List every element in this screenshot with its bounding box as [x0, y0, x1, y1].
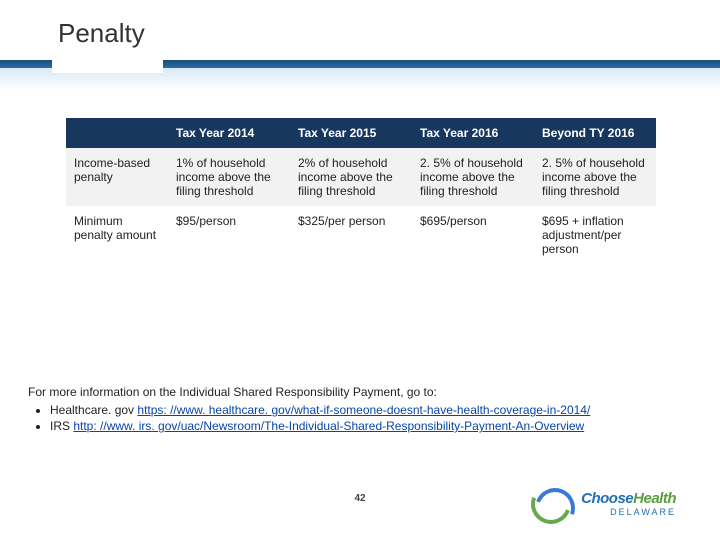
choosehealth-logo: ChooseHealth DELAWARE — [531, 486, 676, 522]
cell: $695/person — [412, 206, 534, 264]
col-header: Tax Year 2014 — [168, 118, 290, 148]
page-title: Penalty — [52, 18, 163, 73]
logo-sub-text: DELAWARE — [581, 508, 676, 517]
cell: 2% of household income above the filing … — [290, 148, 412, 206]
footnote-prefix: IRS — [50, 419, 73, 433]
footnote-item: Healthcare. gov https: //www. healthcare… — [50, 402, 692, 418]
row-label: Income-based penalty — [66, 148, 168, 206]
footnote-item: IRS http: //www. irs. gov/uac/Newsroom/T… — [50, 418, 692, 434]
row-label: Minimum penalty amount — [66, 206, 168, 264]
cell: $695 + inflation adjustment/per person — [534, 206, 656, 264]
footnote: For more information on the Individual S… — [28, 384, 692, 435]
penalty-table: Tax Year 2014 Tax Year 2015 Tax Year 201… — [66, 118, 656, 264]
cell: 2. 5% of household income above the fili… — [412, 148, 534, 206]
footnote-prefix: Healthcare. gov — [50, 403, 137, 417]
table-row: Income-based penalty 1% of household inc… — [66, 148, 656, 206]
footnote-link[interactable]: https: //www. healthcare. gov/what-if-so… — [137, 403, 590, 417]
cell: $325/per person — [290, 206, 412, 264]
col-header: Tax Year 2015 — [290, 118, 412, 148]
col-header: Beyond TY 2016 — [534, 118, 656, 148]
cell: 2. 5% of household income above the fili… — [534, 148, 656, 206]
table-header-row: Tax Year 2014 Tax Year 2015 Tax Year 201… — [66, 118, 656, 148]
cell: $95/person — [168, 206, 290, 264]
col-header — [66, 118, 168, 148]
col-header: Tax Year 2016 — [412, 118, 534, 148]
footnote-intro: For more information on the Individual S… — [28, 385, 437, 399]
footnote-link[interactable]: http: //www. irs. gov/uac/Newsroom/The-I… — [73, 419, 584, 433]
cell: 1% of household income above the filing … — [168, 148, 290, 206]
logo-main-text: ChooseHealth — [581, 491, 676, 506]
logo-swoosh-icon — [531, 486, 575, 522]
table-row: Minimum penalty amount $95/person $325/p… — [66, 206, 656, 264]
